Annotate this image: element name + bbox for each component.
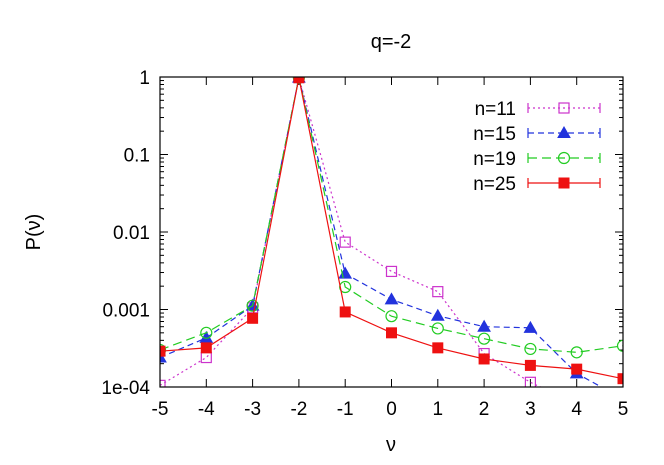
- data-point: [430, 308, 445, 321]
- legend-label: n=25: [473, 174, 516, 195]
- series-n=15: [160, 77, 603, 387]
- x-tick-label: 5: [618, 399, 629, 420]
- data-point: [570, 346, 583, 359]
- data-point: [524, 359, 536, 371]
- data-point: [200, 326, 213, 339]
- series-n=25: [160, 77, 623, 385]
- data-point: [200, 351, 212, 364]
- x-tick-label: -1: [337, 399, 354, 420]
- series-n=19: [160, 77, 623, 359]
- data-point: [431, 322, 444, 335]
- data-point: [523, 320, 538, 333]
- legend-label: n=15: [473, 124, 516, 145]
- x-tick-label: 0: [386, 399, 397, 420]
- legend-label: n=19: [473, 149, 516, 170]
- legend-entry: n=25: [473, 174, 601, 195]
- data-point: [432, 342, 444, 354]
- x-tick-label: -3: [244, 399, 261, 420]
- data-point: [617, 373, 623, 385]
- data-point: [338, 266, 353, 279]
- data-point: [200, 342, 212, 354]
- x-tick-label: -2: [290, 399, 307, 420]
- data-point: [524, 376, 537, 387]
- data-point: [160, 379, 166, 387]
- data-point: [160, 345, 166, 357]
- data-point: [384, 292, 399, 305]
- y-tick-label: 0.01: [113, 223, 150, 244]
- series-line: [160, 77, 623, 353]
- chart-title: q=-2: [371, 31, 412, 53]
- data-point: [386, 327, 397, 339]
- data-point: [246, 299, 259, 312]
- legend-marker: [558, 102, 570, 114]
- y-tick-label: 0.1: [124, 146, 150, 167]
- legend-entry: n=11: [475, 99, 601, 120]
- legend-entry: n=19: [473, 149, 601, 170]
- x-tick-label: 1: [433, 399, 444, 420]
- legend-entry: n=15: [473, 124, 601, 145]
- x-tick-label: -4: [198, 399, 215, 420]
- y-axis-title: P(ν): [23, 214, 45, 251]
- y-tick-label: 0.001: [102, 301, 150, 322]
- data-point: [478, 353, 490, 365]
- data-point: [247, 312, 259, 324]
- legend-marker: [558, 177, 570, 189]
- x-tick-label: 3: [525, 399, 536, 420]
- x-axis-title: ν: [386, 434, 396, 456]
- x-tick-label: -5: [152, 399, 169, 420]
- legend-marker: [557, 151, 571, 165]
- data-point: [524, 342, 537, 356]
- x-tick-label: 2: [479, 399, 490, 420]
- y-tick-label: 1: [139, 68, 150, 89]
- data-point: [477, 319, 491, 332]
- legend-label: n=11: [475, 99, 516, 120]
- plot-frame: [159, 76, 624, 388]
- data-point: [478, 332, 491, 345]
- data-point: [385, 310, 398, 323]
- data-point: [571, 363, 583, 375]
- legend-marker: [557, 125, 571, 138]
- series-n=11: [160, 77, 542, 387]
- data-point: [616, 339, 623, 352]
- data-point: [339, 306, 351, 318]
- y-tick-label: 1e-04: [101, 378, 150, 399]
- series-layer: [160, 77, 623, 387]
- data-point: [432, 286, 444, 298]
- data-point: [385, 265, 398, 278]
- axis-ticks: -5 -4 -3 -2 -1 0 1 2 3 4 5 1e-04 0.001 0.01 0.1 1: [101, 68, 628, 420]
- data-point: [339, 236, 351, 248]
- x-tick-label: 4: [571, 399, 582, 420]
- data-point: [293, 77, 305, 84]
- legend: n=11 n=15 n=19 n=25: [473, 99, 601, 195]
